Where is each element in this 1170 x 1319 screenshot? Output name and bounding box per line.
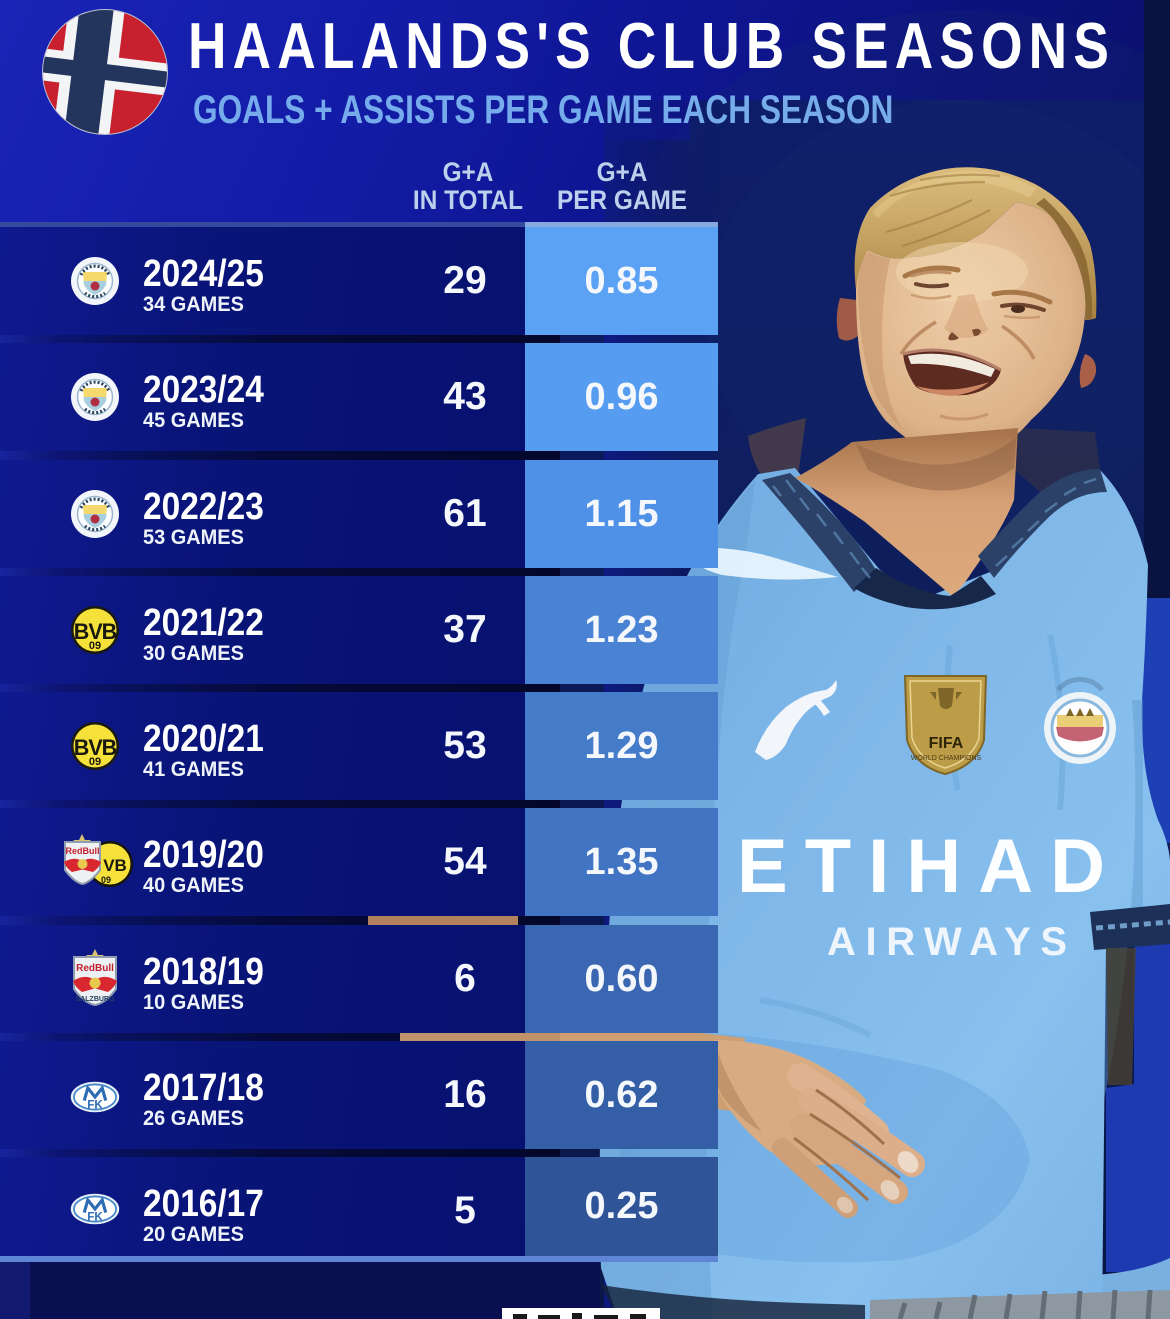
svg-text:09: 09	[89, 640, 101, 652]
svg-text:FK: FK	[87, 1099, 103, 1112]
svg-text:FIFA: FIFA	[929, 735, 964, 752]
svg-text:WORLD CHAMPIONS: WORLD CHAMPIONS	[911, 755, 982, 762]
svg-text:SALZBURG: SALZBURG	[76, 996, 115, 1003]
svg-text:09: 09	[89, 756, 101, 768]
svg-text:AIRWAYS: AIRWAYS	[827, 920, 1067, 964]
svg-text:RedBull: RedBull	[65, 846, 99, 856]
svg-text:09: 09	[101, 875, 111, 885]
svg-text:BVB: BVB	[74, 618, 117, 643]
svg-text:BVB: BVB	[74, 734, 117, 759]
svg-text:VB: VB	[103, 856, 127, 875]
svg-text:FK: FK	[87, 1211, 103, 1224]
svg-text:RedBull: RedBull	[76, 963, 114, 974]
